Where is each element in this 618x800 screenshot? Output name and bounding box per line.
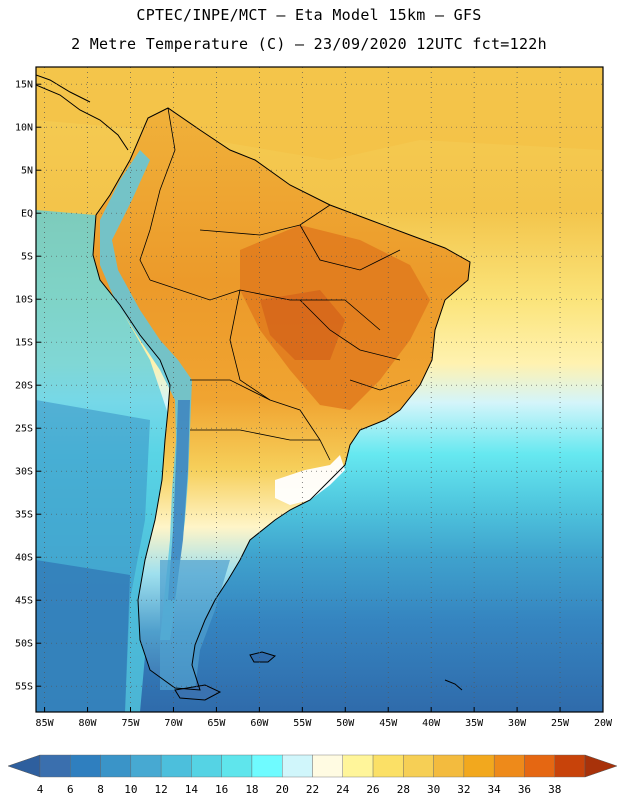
colorbar-swatch <box>251 754 283 778</box>
lat-tick-label: 20S <box>15 381 33 392</box>
lat-tick-label: 10S <box>15 295 33 306</box>
colorbar-label: 18 <box>245 783 258 796</box>
colorbar-swatch <box>70 754 101 778</box>
lat-tick-label: 30S <box>15 467 33 478</box>
lon-tick-label: 75W <box>121 718 140 729</box>
colorbar-label: 16 <box>215 783 228 796</box>
lat-tick-label: 45S <box>15 596 33 607</box>
lat-tick-label: 35S <box>15 510 33 521</box>
colorbar-low-arrow <box>7 754 41 778</box>
lat-tick-label: 40S <box>15 553 33 564</box>
lat-tick-label: 5N <box>21 166 33 177</box>
colorbar-swatch <box>524 754 555 778</box>
colorbar-label: 26 <box>366 783 379 796</box>
longitude-axis: 85W 80W 75W 70W 65W 60W 55W 50W 45W 40W 35W 30W 25W 2… <box>36 707 613 729</box>
lat-tick-label: 5S <box>21 252 33 263</box>
colorbar-label: 6 <box>67 783 74 796</box>
lon-tick-label: 40W <box>422 718 441 729</box>
colorbar-label: 20 <box>276 783 289 796</box>
colorbar-swatch <box>191 754 222 778</box>
lon-tick-label: 20W <box>594 718 613 729</box>
map-title-line-1: CPTEC/INPE/MCT – Eta Model 15km – GFS <box>136 6 482 24</box>
lon-tick-label: 80W <box>79 718 98 729</box>
lon-tick-label: 45W <box>379 718 398 729</box>
lon-tick-label: 65W <box>207 718 226 729</box>
colorbar-swatch <box>282 754 313 778</box>
colorbar-label: 24 <box>336 783 350 796</box>
colorbar-swatch <box>221 754 253 778</box>
map-title-line-2: 2 Metre Temperature (C) – 23/09/2020 12U… <box>71 35 547 53</box>
colorbar-swatch <box>372 754 404 778</box>
lat-tick-label: 55S <box>15 682 33 693</box>
lat-tick-label: 50S <box>15 639 33 650</box>
colorbar: 4 6 8 10 12 14 16 18 20 22 24 26 28 30 32 34 36 38 <box>7 754 618 796</box>
lon-tick-label: 25W <box>551 718 570 729</box>
colorbar-label: 14 <box>185 783 199 796</box>
colorbar-label: 28 <box>397 783 410 796</box>
colorbar-swatch <box>433 754 465 778</box>
colorbar-label: 12 <box>154 783 167 796</box>
colorbar-label: 22 <box>306 783 319 796</box>
colorbar-swatch <box>493 754 525 778</box>
lon-tick-label: 30W <box>508 718 527 729</box>
lon-tick-label: 60W <box>250 718 269 729</box>
colorbar-label: 32 <box>457 783 470 796</box>
colorbar-swatch <box>554 754 586 778</box>
lon-tick-label: 85W <box>36 718 55 729</box>
lat-tick-label: EQ <box>21 209 33 220</box>
colorbar-label: 10 <box>124 783 137 796</box>
lon-tick-label: 55W <box>293 718 312 729</box>
map-frame <box>35 66 604 713</box>
lat-tick-label: 15S <box>15 338 33 349</box>
colorbar-swatch <box>160 754 192 778</box>
colorbar-swatch <box>463 754 495 778</box>
colorbar-label: 34 <box>488 783 502 796</box>
lat-tick-label: 10N <box>15 123 33 134</box>
colorbar-label: 4 <box>37 783 44 796</box>
colorbar-swatch <box>100 754 132 778</box>
latitude-axis: 15N 10N 5N EQ 5S 10S 15S 20S 25S 30S 35S 40S 45S 50S 5… <box>15 80 41 693</box>
colorbar-swatch <box>39 754 71 778</box>
colorbar-swatch <box>312 754 343 778</box>
colorbar-swatch <box>130 754 162 778</box>
ocean-field <box>36 67 603 712</box>
lon-tick-label: 70W <box>164 718 183 729</box>
lon-tick-label: 35W <box>465 718 484 729</box>
lon-tick-label: 50W <box>336 718 355 729</box>
colorbar-swatch <box>342 754 374 778</box>
lat-tick-label: 25S <box>15 424 33 435</box>
lat-tick-label: 15N <box>15 80 33 91</box>
borders <box>36 74 471 701</box>
colorbar-high-arrow <box>584 754 618 778</box>
colorbar-swatch <box>403 754 434 778</box>
colorbar-label: 38 <box>548 783 561 796</box>
colorbar-label: 30 <box>427 783 440 796</box>
colorbar-label: 36 <box>518 783 531 796</box>
colorbar-label: 8 <box>97 783 104 796</box>
